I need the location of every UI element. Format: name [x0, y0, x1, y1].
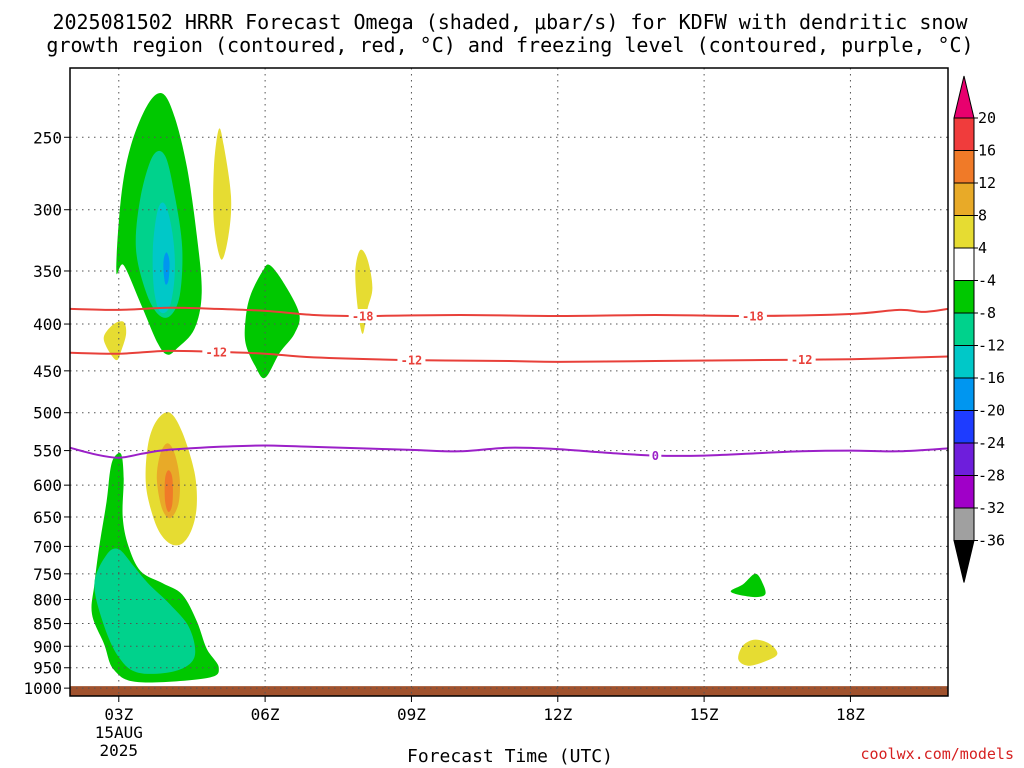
colorbar-swatch-4	[953, 215, 975, 249]
colorbar-label: -36	[978, 532, 1005, 550]
colorbar-bottom-arrow	[953, 540, 975, 583]
colorbar-swatch-6	[953, 280, 975, 314]
contour-line-1	[70, 349, 948, 363]
contour-label: -12	[401, 354, 423, 368]
x-tick-label-18Z: 18Z	[836, 705, 865, 724]
colorbar-swatch-9	[953, 377, 975, 411]
x-tick-label-12Z: 12Z	[543, 705, 572, 724]
omega-shade-upper-ascent-peak	[163, 252, 170, 285]
colorbar-label: -12	[978, 337, 1005, 355]
chart-title-line-1: 2025081502 HRRR Forecast Omega (shaded, …	[52, 10, 968, 34]
y-tick-label-550: 550	[33, 442, 62, 461]
contour-label-bg	[202, 344, 231, 359]
colorbar-swatch-8	[953, 345, 975, 379]
y-tick-label-700: 700	[33, 537, 62, 556]
y-tick-label-650: 650	[33, 508, 62, 527]
y-tick-label-250: 250	[33, 128, 62, 147]
chart-title-line-2: growth region (contoured, red, °C) and f…	[46, 33, 973, 57]
omega-shade-descent-03z	[103, 321, 127, 361]
contour-label-bg	[649, 448, 662, 463]
y-tick-label-1000: 1000	[23, 679, 62, 698]
colorbar-label: -20	[978, 402, 1005, 420]
colorbar-label: 20	[978, 109, 996, 127]
colorbar-swatch-11	[953, 442, 975, 476]
colorbar-swatch-5	[953, 247, 975, 281]
y-tick-label-500: 500	[33, 404, 62, 423]
omega-shade-ascent-16z	[730, 573, 766, 598]
y-tick-label-350: 350	[33, 262, 62, 281]
x-tick-sublabel: 15AUG	[95, 723, 143, 742]
x-tick-sublabel: 2025	[100, 741, 139, 760]
contour-label-bg	[738, 309, 767, 324]
colorbar-swatch-7	[953, 312, 975, 346]
omega-shade-upper-descent-05z	[213, 128, 232, 260]
contour-label: -18	[742, 310, 764, 324]
omega-shade-low-ascent-mid	[94, 548, 196, 674]
plot-background	[70, 68, 948, 696]
colorbar-swatch-12	[953, 475, 975, 509]
colorbar-label: -32	[978, 499, 1005, 517]
colorbar-label: -4	[978, 272, 996, 290]
ground-below-surface	[70, 686, 948, 696]
omega-shade-descent-16z	[738, 639, 778, 666]
colorbar-label: -24	[978, 434, 1005, 452]
x-tick-label-06Z: 06Z	[251, 705, 280, 724]
colorbar-swatch-10	[953, 410, 975, 444]
contour-label: -12	[205, 345, 227, 359]
plot-frame	[69, 67, 949, 697]
credit-link[interactable]: coolwx.com/models	[860, 745, 1014, 763]
x-axis-label: Forecast Time (UTC)	[407, 746, 613, 767]
contour-label: 0	[652, 449, 659, 463]
contour-line-0	[70, 306, 948, 318]
colorbar-label: -16	[978, 369, 1005, 387]
y-tick-label-450: 450	[33, 362, 62, 381]
colorbar: 20 16 12 8 4 -4 -8 -12 -16 -20 -24 -28 -32 -36	[953, 75, 1005, 583]
y-tick-label-850: 850	[33, 615, 62, 634]
colorbar-label: -28	[978, 467, 1005, 485]
colorbar-swatch-2	[953, 150, 975, 184]
colorbar-label: 4	[978, 239, 987, 257]
omega-shade-ascent-06z	[244, 264, 300, 379]
contour-label-bg	[787, 352, 816, 367]
y-tick-label-900: 900	[33, 637, 62, 656]
x-tick-label-03Z: 03Z	[104, 705, 133, 724]
contour-label-bg	[397, 353, 426, 368]
colorbar-label: 8	[978, 207, 987, 225]
omega-shade-mid-descent-core	[164, 470, 173, 513]
colorbar-swatch-1	[953, 117, 975, 151]
x-tick-label-09Z: 09Z	[397, 705, 426, 724]
y-tick-label-600: 600	[33, 476, 62, 495]
colorbar-label: -8	[978, 304, 996, 322]
colorbar-label: 12	[978, 174, 996, 192]
y-tick-label-750: 750	[33, 565, 62, 584]
plot-inner: -18 -18 -12 -12 -12 0	[70, 68, 948, 696]
colorbar-label: 16	[978, 142, 996, 160]
colorbar-top-arrow	[953, 75, 975, 119]
y-tick-label-950: 950	[33, 659, 62, 678]
plot-area: -18 -18 -12 -12 -12 0 250 300 350 400 450 500 550 600…	[23, 67, 949, 760]
contour-label-bg	[348, 309, 377, 324]
y-tick-label-300: 300	[33, 201, 62, 220]
y-tick-label-800: 800	[33, 590, 62, 609]
x-tick-label-15Z: 15Z	[690, 705, 719, 724]
contour-line-2	[70, 444, 948, 459]
contour-label: -18	[352, 310, 374, 324]
omega-shade-upper-ascent-core	[152, 202, 175, 314]
colorbar-swatch-13	[953, 507, 975, 541]
contour-label: -12	[791, 353, 813, 367]
y-tick-label-400: 400	[33, 315, 62, 334]
colorbar-swatch-3	[953, 182, 975, 216]
